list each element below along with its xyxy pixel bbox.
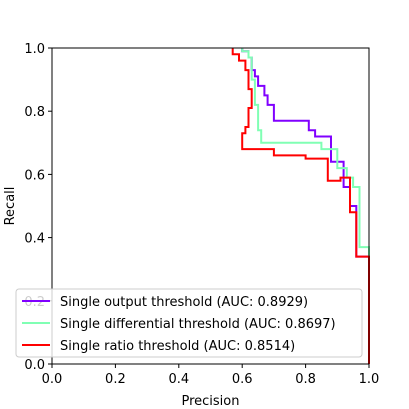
legend-label-1: Single differential threshold (AUC: 0.86… [60,317,336,332]
y-axis-title: Recall [3,187,18,226]
series-line-1 [241,48,370,364]
legend: Single output threshold (AUC: 0.8929) Sin… [15,288,363,358]
x-tick-label: 0.8 [295,372,316,387]
x-axis-title: Precision [181,394,239,409]
legend-label-2: Single ratio threshold (AUC: 0.8514) [60,339,295,354]
x-tick-label: 1.0 [359,372,380,387]
x-tick-label: 0.4 [168,372,189,387]
y-tick-label: 0.4 [24,232,45,247]
series-line-2 [231,48,370,364]
x-tick-label: 0.2 [105,372,126,387]
legend-label-0: Single output threshold (AUC: 0.8929) [60,295,308,310]
x-tick-label: 0.6 [232,372,253,387]
y-tick-label: 0.6 [24,168,45,183]
legend-box [15,288,363,358]
y-tick-label: 0.0 [24,358,45,373]
y-tick-label: 0.8 [24,105,45,120]
x-tick-label: 0.0 [42,372,63,387]
series-layer [231,48,370,364]
y-tick-label: 1.0 [24,42,45,57]
plot-frame [51,47,370,365]
